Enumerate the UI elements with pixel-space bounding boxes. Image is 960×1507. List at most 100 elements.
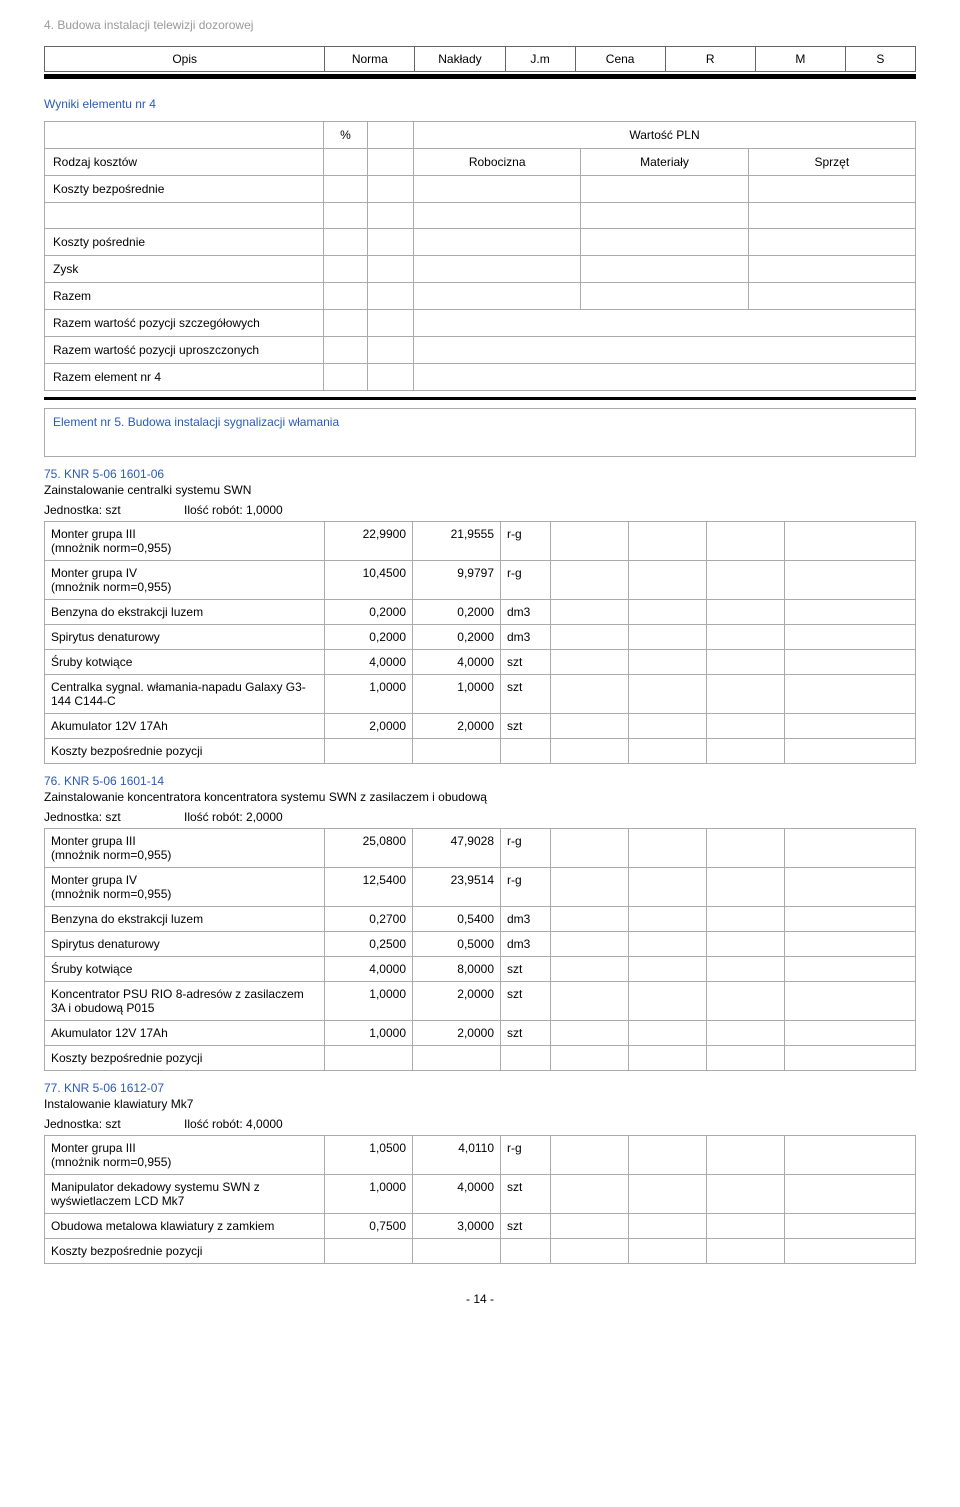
row-r	[629, 561, 707, 600]
summary-cell	[324, 203, 368, 229]
row-s	[785, 957, 916, 982]
row-sub: (mnożnik norm=0,955)	[51, 580, 171, 594]
row-m	[707, 600, 785, 625]
table-row: Benzyna do ekstrakcji luzem0,27000,5400d…	[45, 907, 916, 932]
row-jm: dm3	[501, 932, 551, 957]
hdr-m: M	[755, 47, 845, 72]
table-row: Monter grupa III(mnożnik norm=0,955)25,0…	[45, 829, 916, 868]
row-r	[629, 829, 707, 868]
row-r	[629, 1214, 707, 1239]
row-m	[707, 957, 785, 982]
row-s	[785, 1175, 916, 1214]
row-r	[629, 675, 707, 714]
row-m	[707, 982, 785, 1021]
row-name: Spirytus denaturowy	[45, 932, 325, 957]
cell	[325, 1239, 413, 1264]
page-number: - 14 -	[44, 1292, 916, 1306]
item-unit: Jednostka: szt	[44, 1117, 184, 1131]
table-row: Obudowa metalowa klawiatury z zamkiem0,7…	[45, 1214, 916, 1239]
row-s	[785, 907, 916, 932]
row-norma: 12,5400	[325, 868, 413, 907]
row-name: Spirytus denaturowy	[45, 625, 325, 650]
table-row: Manipulator dekadowy systemu SWN z wyświ…	[45, 1175, 916, 1214]
row-r	[629, 982, 707, 1021]
row-naklady: 0,5400	[413, 907, 501, 932]
row-cena	[551, 907, 629, 932]
row-jm: r-g	[501, 561, 551, 600]
row-norma: 0,2000	[325, 625, 413, 650]
item-meta: Jednostka: sztIlość robót: 4,0000	[44, 1117, 916, 1131]
row-cena	[551, 650, 629, 675]
summary-cell	[414, 203, 581, 229]
row-m	[707, 868, 785, 907]
row-name: Śruby kotwiące	[45, 650, 325, 675]
cell	[629, 1239, 707, 1264]
row-s	[785, 561, 916, 600]
row-name: Śruby kotwiące	[45, 957, 325, 982]
row-cena	[551, 829, 629, 868]
row-jm: szt	[501, 714, 551, 739]
hdr-jm: J.m	[505, 47, 575, 72]
row-s	[785, 982, 916, 1021]
row-r	[629, 714, 707, 739]
summary-block: % Wartość PLN Rodzaj kosztów Robocizna M…	[44, 121, 916, 391]
item-table: Monter grupa III(mnożnik norm=0,955)1,05…	[44, 1135, 916, 1264]
row-jm: r-g	[501, 829, 551, 868]
cell	[413, 1046, 501, 1071]
summary-cell	[581, 203, 748, 229]
breadcrumb: 4. Budowa instalacji telewizji dozorowej	[44, 18, 916, 32]
row-norma: 1,0000	[325, 1175, 413, 1214]
item-unit: Jednostka: szt	[44, 503, 184, 517]
row-jm: szt	[501, 1021, 551, 1046]
row-naklady: 2,0000	[413, 982, 501, 1021]
cell	[707, 1239, 785, 1264]
summary-row-razem-upr: Razem wartość pozycji uproszczonych	[44, 337, 324, 364]
row-sub: (mnożnik norm=0,955)	[51, 1155, 171, 1169]
summary-cell	[368, 256, 414, 283]
row-naklady: 0,2000	[413, 625, 501, 650]
row-norma: 22,9900	[325, 522, 413, 561]
table-row: Monter grupa IV(mnożnik norm=0,955)10,45…	[45, 561, 916, 600]
summary-cell	[749, 256, 916, 283]
row-name: Monter grupa III(mnożnik norm=0,955)	[45, 1136, 325, 1175]
row-m	[707, 625, 785, 650]
row-m	[707, 1214, 785, 1239]
row-r	[629, 600, 707, 625]
cell	[707, 739, 785, 764]
row-cena	[551, 1136, 629, 1175]
cell	[501, 739, 551, 764]
row-jm: r-g	[501, 522, 551, 561]
row-norma: 0,2000	[325, 600, 413, 625]
table-row: Monter grupa III(mnożnik norm=0,955)22,9…	[45, 522, 916, 561]
row-m	[707, 522, 785, 561]
hdr-opis: Opis	[45, 47, 325, 72]
row-cena	[551, 1175, 629, 1214]
row-naklady: 23,9514	[413, 868, 501, 907]
row-cena	[551, 957, 629, 982]
cell	[551, 739, 629, 764]
header-table: Opis Norma Nakłady J.m Cena R M S	[44, 46, 916, 72]
summary-pct: %	[324, 122, 368, 149]
row-norma: 1,0000	[325, 982, 413, 1021]
row-cena	[551, 522, 629, 561]
row-norma: 1,0500	[325, 1136, 413, 1175]
table-row: Śruby kotwiące4,00004,0000szt	[45, 650, 916, 675]
row-name: Akumulator 12V 17Ah	[45, 1021, 325, 1046]
cell	[325, 1046, 413, 1071]
row-jm: szt	[501, 650, 551, 675]
row-r	[629, 868, 707, 907]
row-naklady: 47,9028	[413, 829, 501, 868]
item-code: 76. KNR 5-06 1601-14	[44, 774, 916, 788]
row-name: Koncentrator PSU RIO 8-adresów z zasilac…	[45, 982, 325, 1021]
summary-cell	[324, 256, 368, 283]
row-naklady: 8,0000	[413, 957, 501, 982]
row-r	[629, 625, 707, 650]
row-cena	[551, 600, 629, 625]
row-norma: 0,2500	[325, 932, 413, 957]
row-jm: dm3	[501, 907, 551, 932]
row-sub: (mnożnik norm=0,955)	[51, 887, 171, 901]
row-r	[629, 650, 707, 675]
row-r	[629, 932, 707, 957]
row-naklady: 3,0000	[413, 1214, 501, 1239]
item-qty: Ilość robót: 2,0000	[184, 810, 283, 824]
